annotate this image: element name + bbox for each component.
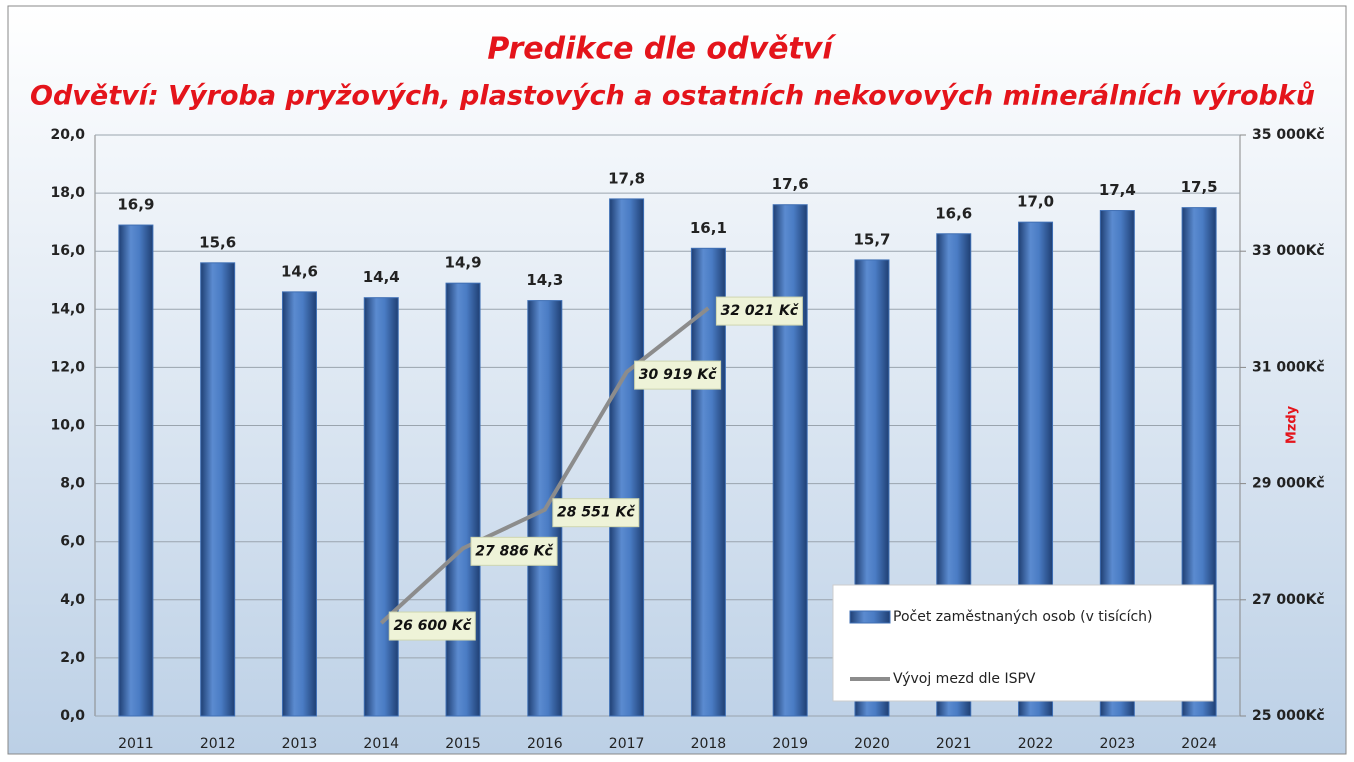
y-tick-label: 2,0: [60, 650, 85, 666]
y2-tick-label: 35 000Kč: [1252, 127, 1325, 143]
x-tick-label: 2019: [772, 736, 808, 752]
x-tick-label: 2023: [1100, 736, 1136, 752]
line-label-box: [715, 296, 803, 326]
y-tick-label: 18,0: [50, 185, 85, 201]
x-tick-label: 2011: [118, 736, 154, 752]
legend-swatch: [849, 610, 891, 624]
x-tick-label: 2018: [691, 736, 727, 752]
legend-label: Počet zaměstnaných osob (v tisících): [893, 609, 1153, 625]
y2-tick-label: 29 000Kč: [1252, 476, 1325, 492]
line-label-box: [388, 611, 476, 641]
line-value-label: 26 600 Kč: [393, 618, 471, 634]
bar-value-label: 16,6: [935, 204, 972, 222]
chart-title: Predikce dle odvětví: [487, 32, 837, 67]
x-tick-label: 2021: [936, 736, 972, 752]
bar-value-label: 17,8: [608, 169, 645, 187]
x-tick-label: 2013: [282, 736, 318, 752]
bar-value-label: 17,0: [1017, 193, 1054, 211]
y2-tick-label: 25 000Kč: [1252, 708, 1325, 724]
y-tick-label: 0,0: [60, 708, 85, 724]
line-label-box: [634, 360, 722, 390]
y-tick-label: 8,0: [60, 476, 85, 492]
legend-label: Vývoj mezd dle ISPV: [893, 671, 1036, 687]
bar: [118, 224, 154, 717]
x-tick-label: 2020: [854, 736, 890, 752]
line-value-label: 28 551 Kč: [557, 505, 635, 521]
y2-tick-label: 33 000Kč: [1252, 243, 1325, 259]
bar-value-label: 15,7: [853, 230, 890, 248]
bar-value-label: 14,9: [445, 254, 482, 272]
bar: [609, 198, 645, 717]
y-tick-label: 4,0: [60, 592, 85, 608]
bar-value-label: 16,1: [690, 219, 727, 237]
line-value-label: 32 021 Kč: [721, 303, 799, 319]
x-tick-label: 2014: [363, 736, 399, 752]
bar-value-label: 14,4: [363, 268, 400, 286]
y2-tick-label: 27 000Kč: [1252, 592, 1325, 608]
bar: [445, 282, 481, 717]
y-tick-label: 6,0: [60, 534, 85, 550]
y2-axis-title: Mzdy: [1285, 405, 1300, 444]
bar-value-label: 14,6: [281, 262, 318, 280]
line-label-box: [552, 498, 640, 528]
line-label-box: [470, 536, 558, 566]
x-tick-label: 2012: [200, 736, 236, 752]
chart-subtitle: Odvětví: Výroba pryžových, plastových a …: [30, 81, 1315, 112]
bar-value-label: 15,6: [199, 233, 236, 251]
line-value-label: 27 886 Kč: [475, 543, 553, 559]
y-tick-label: 16,0: [50, 243, 85, 259]
bar: [772, 204, 808, 717]
bar-value-label: 17,5: [1181, 178, 1218, 196]
x-tick-label: 2024: [1181, 736, 1217, 752]
y-tick-label: 10,0: [50, 418, 85, 434]
bar-value-label: 17,6: [772, 175, 809, 193]
bar: [690, 247, 726, 717]
line-value-label: 30 919 Kč: [639, 367, 717, 383]
bar: [363, 297, 399, 717]
bar-value-label: 16,9: [117, 196, 154, 214]
line-series: [379, 306, 710, 625]
bar-value-label: 14,3: [526, 271, 563, 289]
y-tick-label: 12,0: [50, 359, 85, 375]
bar: [200, 262, 236, 717]
x-tick-label: 2015: [445, 736, 481, 752]
legend-box: [832, 584, 1214, 702]
y2-tick-label: 31 000Kč: [1252, 359, 1325, 375]
bar: [281, 291, 317, 717]
y-tick-label: 14,0: [50, 301, 85, 317]
bar-value-label: 17,4: [1099, 181, 1136, 199]
x-tick-label: 2017: [609, 736, 645, 752]
x-tick-label: 2022: [1018, 736, 1054, 752]
y-tick-label: 20,0: [50, 127, 85, 143]
x-tick-label: 2016: [527, 736, 563, 752]
